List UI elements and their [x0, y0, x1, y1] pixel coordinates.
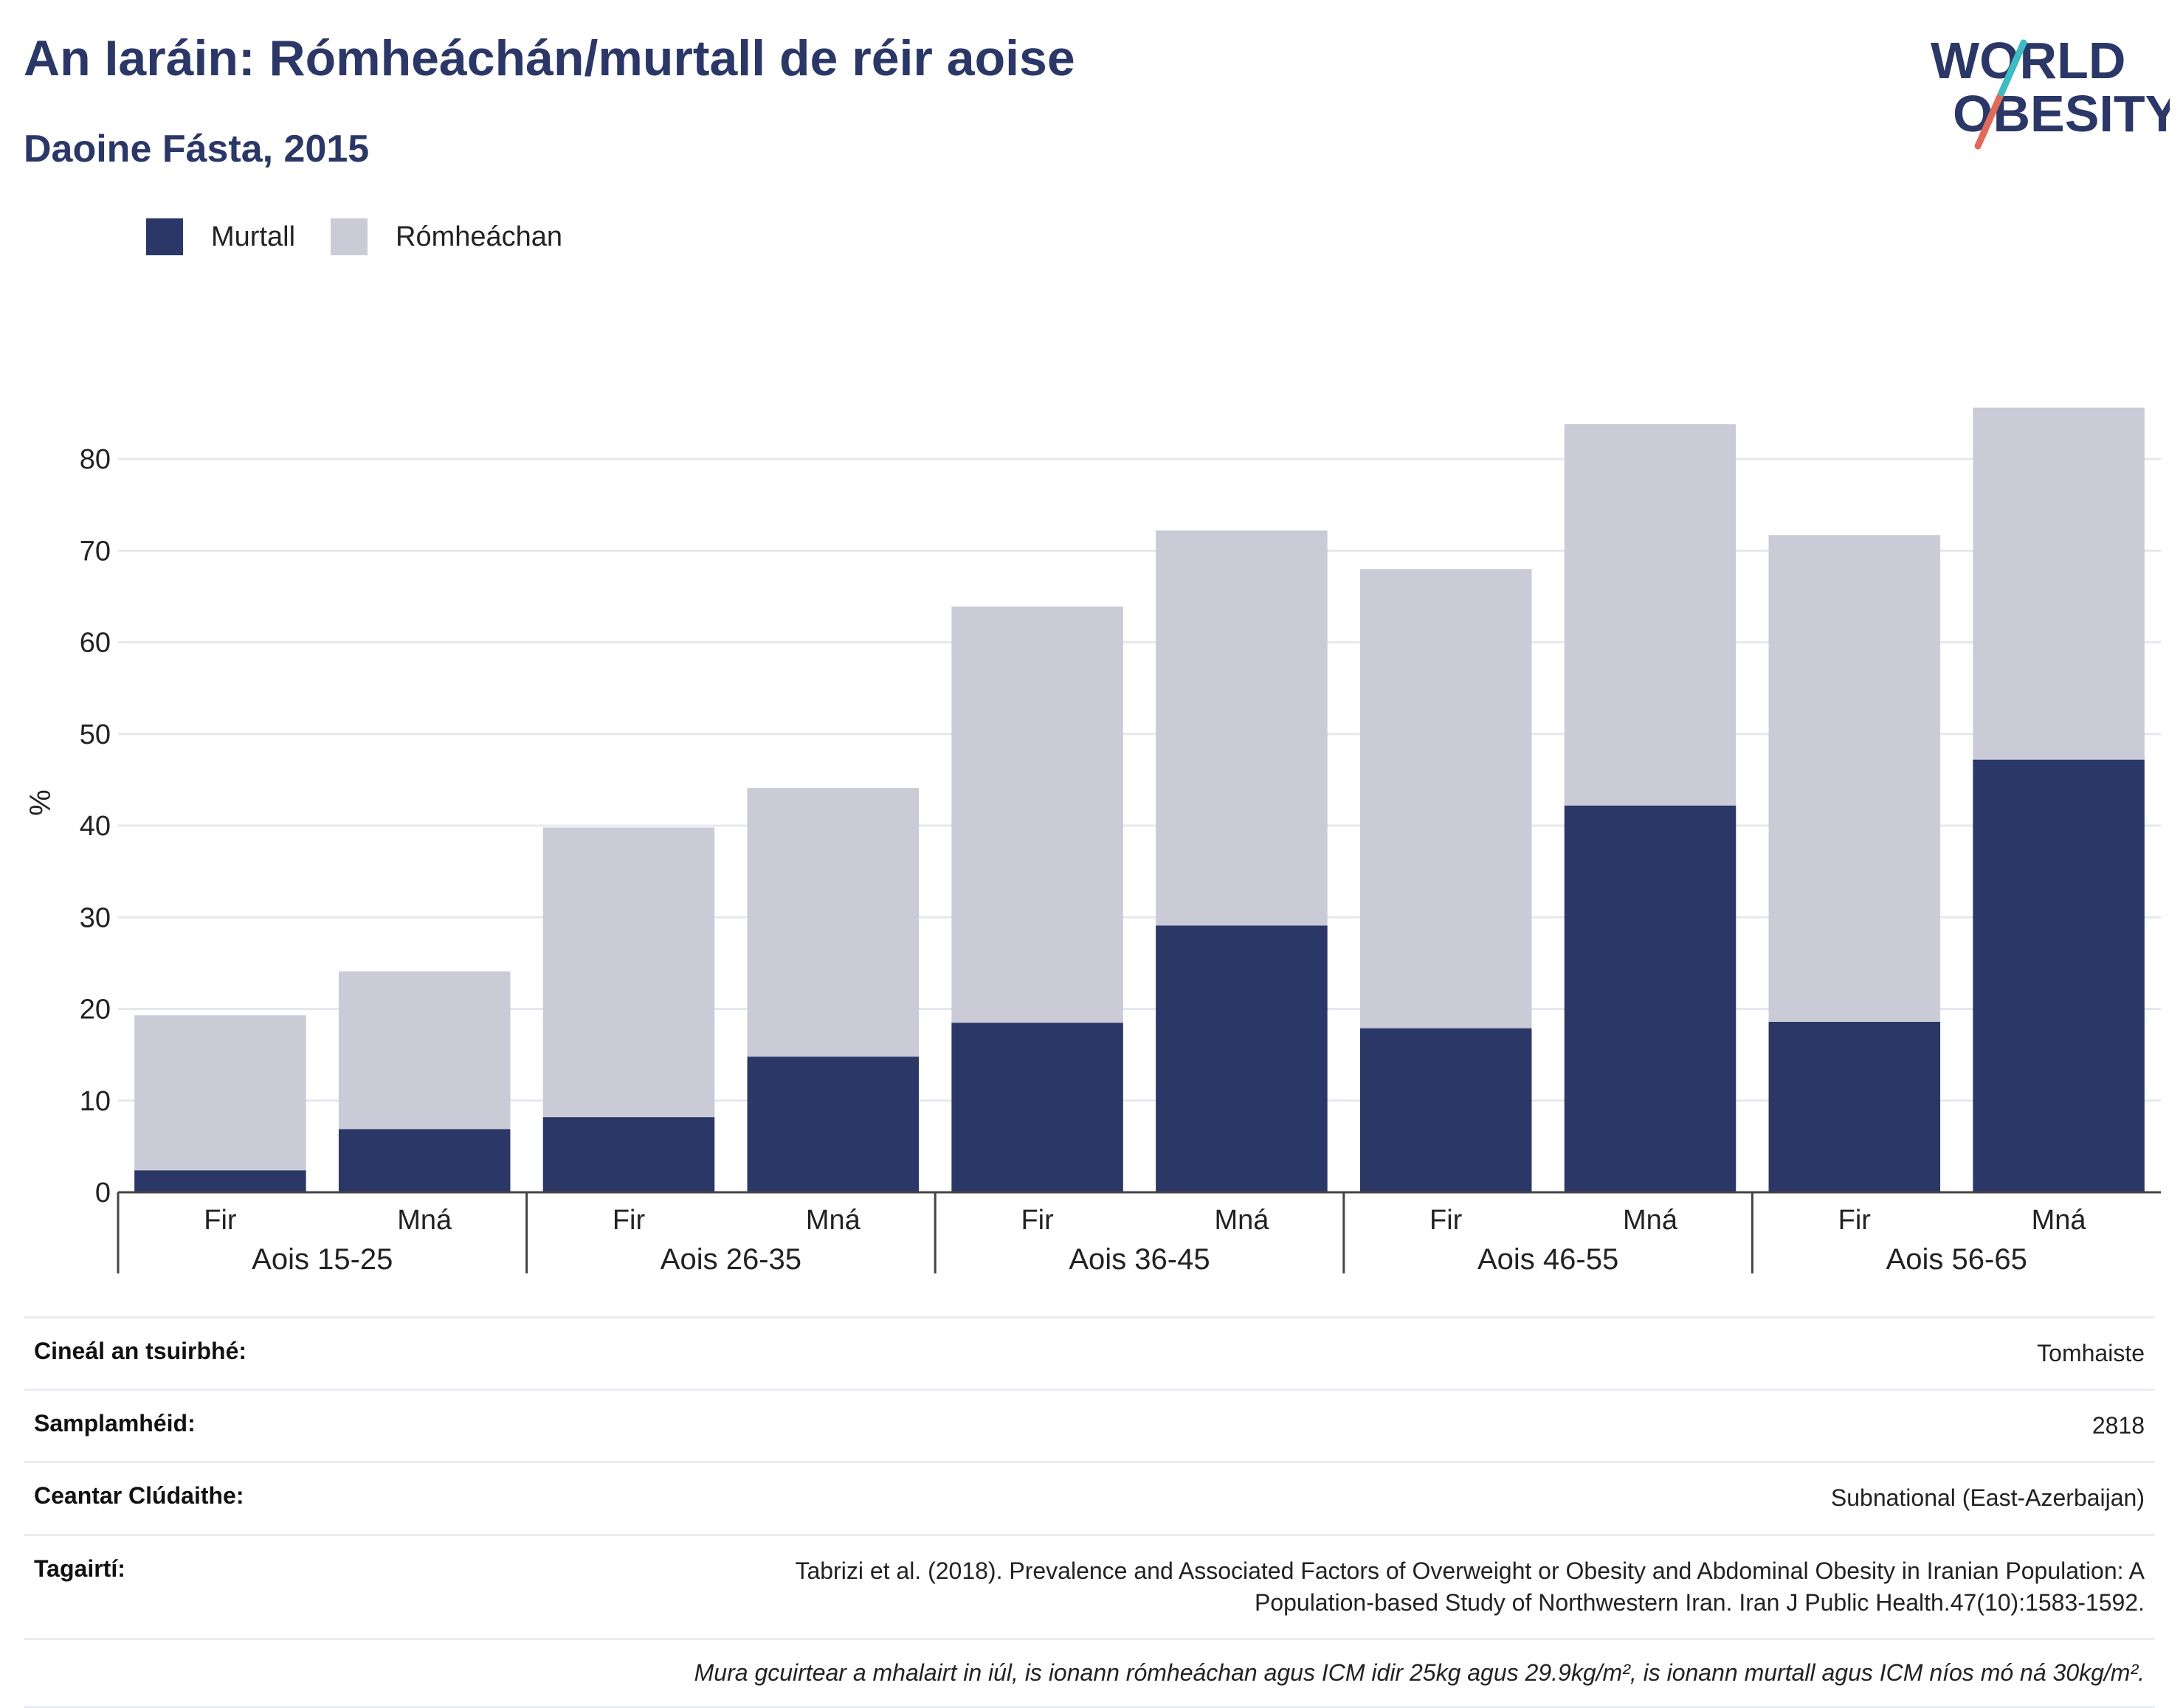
x-tick-label: Mná — [1214, 1205, 1269, 1236]
x-tick-label: Mná — [2032, 1205, 2087, 1236]
group-label: Aois 15-25 — [252, 1243, 393, 1276]
page-subtitle: Daoine Fásta, 2015 — [24, 128, 370, 170]
x-tick-label: Mná — [1623, 1205, 1678, 1236]
group-label: Aois 36-45 — [1069, 1243, 1210, 1276]
y-tick-label: 10 — [80, 1086, 111, 1117]
x-tick-label: Fir — [1021, 1205, 1054, 1236]
x-tick-label: Fir — [613, 1205, 646, 1236]
sample-size-value: 2818 — [354, 1389, 2155, 1462]
x-tick-label: Mná — [806, 1205, 861, 1236]
y-tick-label: 40 — [80, 811, 111, 842]
info-table: Cineál an tsuirbhé: Tomhaiste Samplamhéi… — [24, 1315, 2155, 1708]
legend-swatch-romheachan — [331, 218, 368, 255]
bar-murtall — [747, 1057, 920, 1192]
y-tick-label: 50 — [80, 719, 111, 750]
y-tick-label: 20 — [80, 995, 111, 1026]
bar-romheachan — [747, 788, 920, 1057]
y-tick-label: 60 — [80, 628, 111, 659]
page-title: An Iaráin: Rómheáchán/murtall de réir ao… — [24, 30, 1075, 86]
bar-murtall — [134, 1170, 306, 1192]
bar-romheachan — [1768, 535, 1941, 1022]
bar-romheachan — [951, 606, 1123, 1023]
reference-line-2: Population-based Study of Northwestern I… — [1254, 1588, 2145, 1616]
survey-type-label: Cineál an tsuirbhé: — [24, 1315, 354, 1390]
reference-line-1: Tabrizi et al. (2018). Prevalence and As… — [795, 1557, 2145, 1584]
legend-label-murtall: Murtall — [211, 221, 296, 252]
legend-swatch-murtall — [146, 218, 183, 255]
y-axis-label: % — [24, 789, 57, 816]
legend-item-romheachan[interactable]: Rómheáchan — [331, 218, 562, 255]
sample-size-label: Samplamhéid: — [24, 1389, 354, 1462]
x-tick-label: Fir — [204, 1205, 237, 1236]
x-tick-label: Mná — [397, 1205, 452, 1236]
group-label: Aois 56-65 — [1886, 1243, 2027, 1276]
info-row-sample-size: Samplamhéid: 2818 — [24, 1389, 2155, 1462]
bar-murtall — [338, 1129, 511, 1192]
references-value: Tabrizi et al. (2018). Prevalence and As… — [354, 1533, 2155, 1639]
info-row-area: Ceantar Clúdaithe: Subnational (East-Aze… — [24, 1461, 2155, 1535]
legend-item-murtall[interactable]: Murtall — [146, 218, 295, 255]
bar-murtall — [1564, 805, 1737, 1192]
y-tick-label: 0 — [95, 1178, 111, 1209]
bar-murtall — [542, 1117, 715, 1192]
legend-label-romheachan: Rómheáchan — [396, 221, 563, 252]
group-label: Aois 26-35 — [661, 1243, 801, 1276]
logo-line-1: WORLD — [1931, 32, 2125, 89]
bar-romheachan — [134, 1015, 306, 1171]
x-tick-label: Fir — [1430, 1205, 1463, 1236]
info-row-note: Mura gcuirtear a mhalairt in iúl, is ion… — [24, 1637, 2155, 1708]
y-tick-label: 80 — [80, 444, 111, 475]
bar-romheachan — [1973, 407, 2145, 760]
area-value: Subnational (East-Azerbaijan) — [354, 1461, 2155, 1535]
group-label: Aois 46-55 — [1477, 1243, 1618, 1276]
bar-murtall — [1973, 759, 2145, 1192]
bar-romheachan — [1156, 530, 1328, 926]
bar-romheachan — [338, 971, 511, 1130]
survey-type-value: Tomhaiste — [354, 1315, 2155, 1390]
info-row-survey-type: Cineál an tsuirbhé: Tomhaiste — [24, 1315, 2155, 1390]
x-tick-label: Fir — [1838, 1205, 1872, 1236]
bar-romheachan — [542, 827, 715, 1118]
area-label: Ceantar Clúdaithe: — [24, 1461, 354, 1535]
chart-legend: Murtall Rómheáchan — [146, 218, 598, 255]
bar-romheachan — [1564, 423, 1737, 806]
bar-murtall — [1768, 1021, 1941, 1192]
y-tick-label: 70 — [80, 536, 111, 567]
bar-chart: 0 10 20 30 40 50 60 70 80% Fir Mná Fir Mná Fir Mná Fir M… — [24, 407, 2161, 1276]
world-obesity-logo: WORLD OBESITY — [1931, 32, 2170, 150]
references-label: Tagairtí: — [24, 1533, 354, 1639]
y-tick-label: 30 — [80, 902, 111, 933]
info-row-references: Tagairtí: Tabrizi et al. (2018). Prevale… — [24, 1533, 2155, 1639]
bar-murtall — [1156, 925, 1328, 1192]
bar-murtall — [951, 1023, 1123, 1192]
bar-murtall — [1359, 1028, 1532, 1192]
definition-note: Mura gcuirtear a mhalairt in iúl, is ion… — [24, 1637, 2155, 1708]
bar-romheachan — [1359, 569, 1532, 1028]
